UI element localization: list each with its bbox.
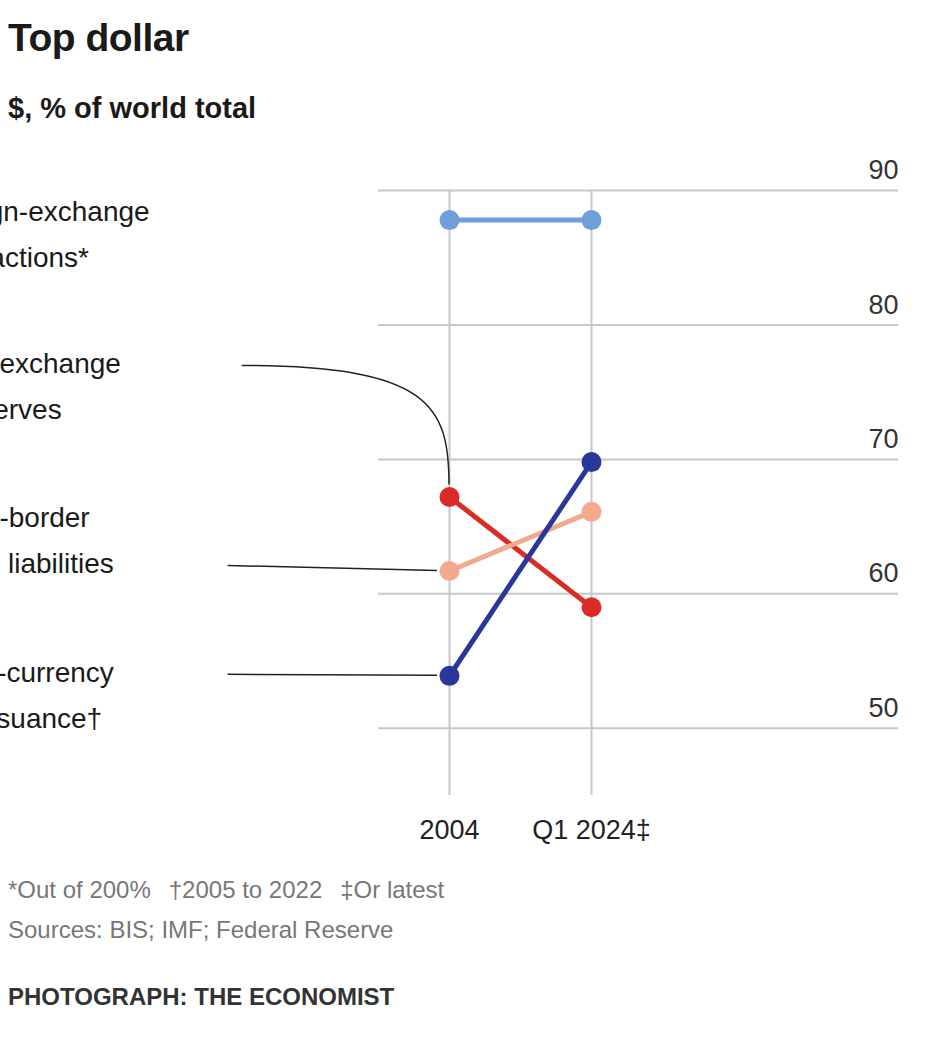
html-text:Top dollar: Top dollar	[8, 16, 189, 59]
svg-text:2004: 2004	[419, 815, 479, 845]
svg-text:90: 90	[868, 155, 898, 185]
html-text:†2005 to 2022: †2005 to 2022	[168, 876, 323, 903]
svg-text:Foreign-exchange: Foreign-exchange	[0, 348, 121, 379]
svg-text:80: 80	[868, 290, 898, 320]
html-text:*Out of 200%: *Out of 200%	[8, 876, 151, 903]
html-text:PHOTOGRAPH: THE ECONOMIST: PHOTOGRAPH: THE ECONOMIST	[8, 983, 395, 1010]
svg-text:debt issuance†: debt issuance†	[0, 703, 102, 734]
svg-text:60: 60	[868, 558, 898, 588]
html-text:Sources: BIS; IMF; Federal Res: Sources: BIS; IMF; Federal Reserve	[8, 916, 394, 943]
svg-text:banking liabilities: banking liabilities	[0, 548, 114, 579]
svg-text:70: 70	[868, 424, 898, 454]
svg-text:50: 50	[868, 693, 898, 723]
svg-text:OTC foreign-exchange: OTC foreign-exchange	[0, 196, 150, 227]
html-text:$, % of world total: $, % of world total	[8, 92, 257, 124]
svg-text:Foreign-currency: Foreign-currency	[0, 657, 114, 688]
html-text:‡Or latest: ‡Or latest	[340, 876, 445, 903]
svg-text:Q1 2024‡: Q1 2024‡	[532, 815, 651, 845]
svg-text:reserves: reserves	[0, 394, 62, 425]
svg-text:Cross-border: Cross-border	[0, 502, 90, 533]
svg-text:transactions*: transactions*	[0, 242, 89, 273]
